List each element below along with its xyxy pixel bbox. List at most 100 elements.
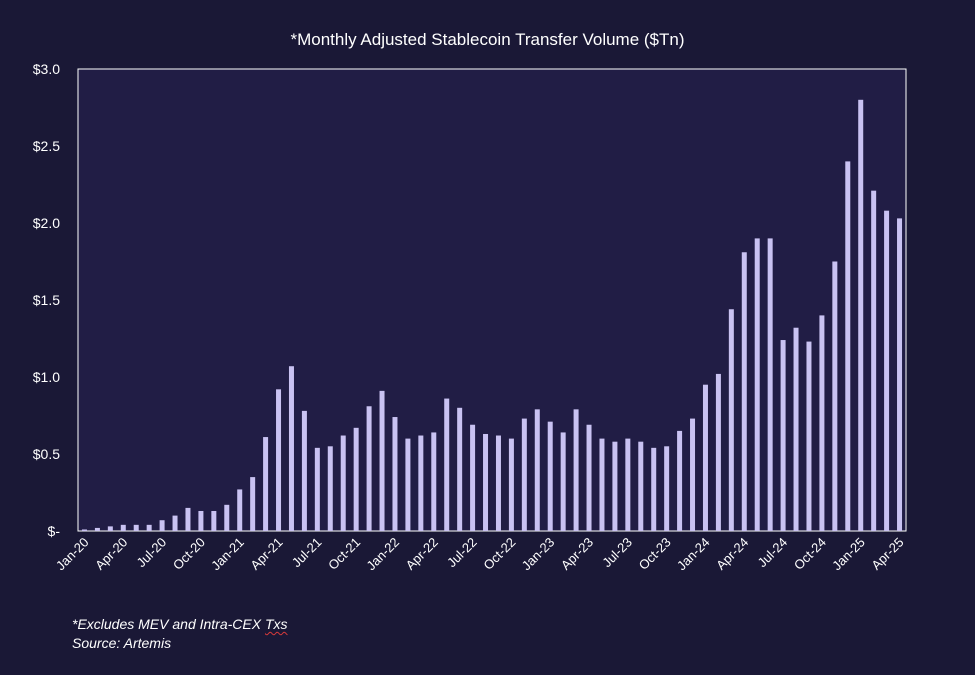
bar — [897, 218, 903, 531]
bar — [288, 366, 294, 531]
x-tick-label: Oct-22 — [480, 535, 518, 573]
bar — [457, 407, 463, 531]
x-tick-label: Jul-23 — [599, 535, 635, 571]
bar-series — [81, 99, 903, 532]
x-tick-label: Oct-21 — [325, 535, 363, 573]
bar — [534, 409, 540, 531]
y-tick-label: $- — [48, 523, 61, 539]
x-tick-label: Jan-21 — [208, 535, 247, 574]
x-tick-label: Jan-25 — [829, 535, 868, 574]
bar — [211, 510, 217, 531]
bar — [586, 424, 592, 531]
y-axis: $- $0.5 $1.0 $1.5 $2.0 $2.5 $3.0 — [33, 61, 61, 539]
bar — [301, 410, 307, 531]
bar — [276, 389, 282, 531]
x-tick-label: Jan-20 — [53, 535, 92, 574]
bar — [405, 438, 411, 531]
bar — [677, 430, 683, 531]
bar — [625, 438, 631, 531]
bar — [573, 409, 579, 531]
bar — [806, 341, 812, 531]
footnote-exclusions-text: *Excludes MEV and Intra-CEX — [72, 616, 265, 632]
x-tick-label: Apr-20 — [92, 535, 130, 573]
bar — [690, 418, 696, 531]
bar — [444, 398, 450, 531]
bar — [172, 515, 178, 531]
x-tick-label: Jan-24 — [674, 535, 713, 574]
bar — [159, 520, 165, 531]
bar — [353, 427, 359, 531]
footnote-source: Source: Artemis — [72, 635, 172, 651]
bar — [483, 433, 489, 531]
x-tick-label: Apr-23 — [558, 535, 596, 573]
x-tick-label: Jul-20 — [134, 535, 170, 571]
bar — [133, 524, 139, 531]
y-tick-label: $1.0 — [33, 369, 60, 385]
bar — [664, 446, 670, 531]
bar — [599, 438, 605, 531]
bar — [237, 489, 243, 531]
bar — [832, 261, 838, 531]
bar — [314, 447, 320, 531]
x-tick-label: Jul-22 — [444, 535, 480, 571]
bar — [767, 238, 773, 531]
x-tick-label: Jan-22 — [363, 535, 402, 574]
bar — [560, 432, 566, 531]
bar — [224, 504, 230, 531]
bar — [431, 432, 437, 531]
bar — [340, 435, 346, 531]
bar — [366, 406, 372, 531]
bar — [741, 252, 747, 531]
bar — [547, 421, 553, 531]
bar — [470, 424, 476, 531]
bar — [392, 417, 398, 531]
bar — [120, 524, 126, 531]
bar — [651, 447, 657, 531]
bar — [871, 190, 877, 531]
bar — [884, 210, 890, 531]
bar — [845, 161, 851, 531]
x-tick-label: Jan-23 — [519, 535, 558, 574]
x-tick-label: Jul-24 — [755, 535, 791, 571]
bar — [107, 526, 113, 531]
x-tick-label: Apr-22 — [403, 535, 441, 573]
chart-title: *Monthly Adjusted Stablecoin Transfer Vo… — [290, 30, 685, 49]
x-tick-label: Apr-24 — [713, 535, 751, 573]
x-tick-label: Oct-23 — [636, 535, 674, 573]
bar — [94, 527, 100, 531]
y-tick-label: $0.5 — [33, 446, 60, 462]
bar — [521, 418, 527, 531]
bar — [819, 315, 825, 531]
bar — [263, 437, 269, 531]
bar — [379, 390, 385, 531]
bar — [508, 438, 514, 531]
y-tick-label: $1.5 — [33, 292, 60, 308]
bar — [780, 340, 786, 531]
bar — [715, 373, 721, 531]
bar — [638, 441, 644, 531]
x-tick-label: Apr-21 — [247, 535, 285, 573]
bar — [146, 524, 152, 531]
bar — [495, 435, 501, 531]
bar — [754, 238, 760, 531]
bar — [858, 99, 864, 532]
y-tick-label: $2.0 — [33, 215, 60, 231]
bar — [185, 507, 191, 531]
bar — [702, 384, 708, 531]
x-axis: Jan-20 Apr-20 Jul-20 Oct-20 Jan-21 Apr-21 Jul-… — [53, 535, 907, 574]
bar — [81, 529, 87, 531]
bar — [793, 327, 799, 531]
x-tick-label: Jul-21 — [289, 535, 325, 571]
bar — [418, 435, 424, 531]
footnote-exclusions: *Excludes MEV and Intra-CEX Txs — [72, 616, 288, 632]
footnote-txs-word: Txs — [264, 616, 288, 632]
y-tick-label: $3.0 — [33, 61, 60, 77]
x-tick-label: Oct-20 — [170, 535, 208, 573]
bar — [250, 477, 256, 531]
x-tick-label: Oct-24 — [791, 535, 829, 573]
y-tick-label: $2.5 — [33, 138, 60, 154]
x-tick-label: Apr-25 — [868, 535, 906, 573]
bar — [612, 441, 618, 531]
bar — [327, 446, 333, 531]
